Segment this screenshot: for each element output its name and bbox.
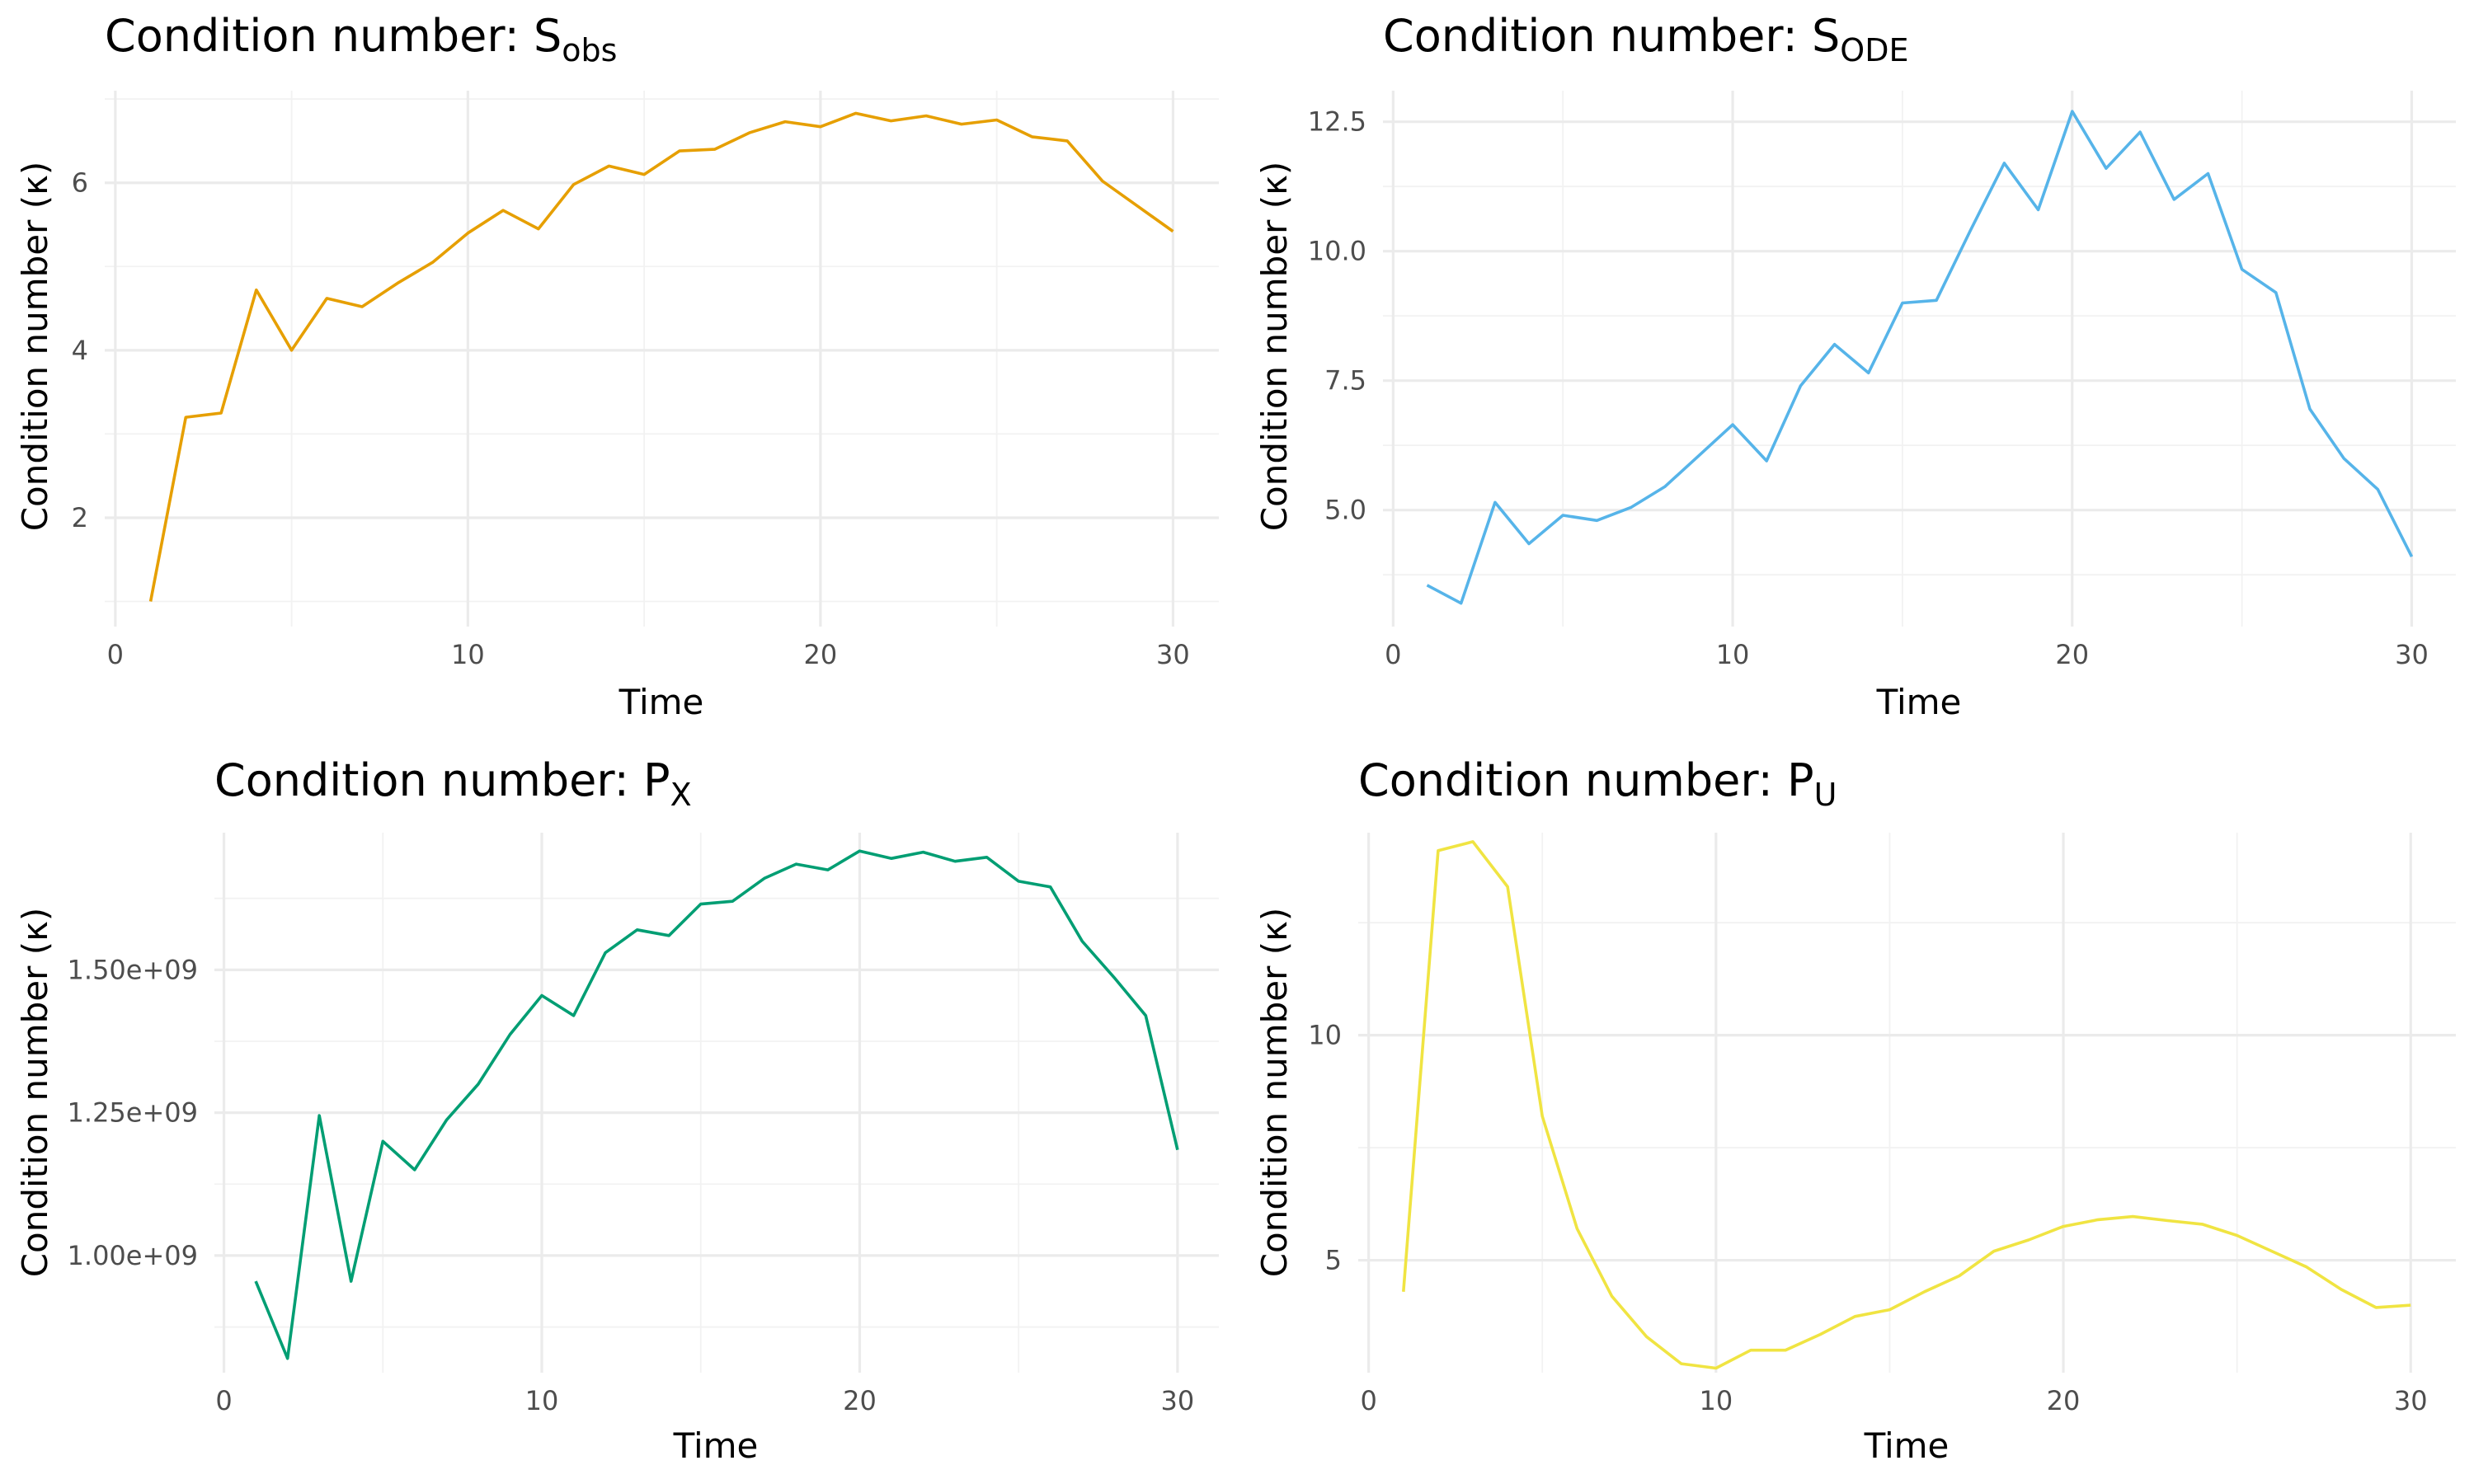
x-tick-label: 30 bbox=[2395, 639, 2429, 670]
panel-title: Condition number: PX bbox=[214, 754, 692, 813]
x-tick-label: 10 bbox=[1699, 1385, 1733, 1416]
y-tick-label: 1.50e+09 bbox=[68, 954, 198, 985]
x-tick-label: 20 bbox=[804, 639, 838, 670]
y-tick-label: 5.0 bbox=[1324, 495, 1366, 526]
x-axis-label: Time bbox=[1864, 1425, 1950, 1466]
x-axis-label: Time bbox=[673, 1425, 759, 1466]
x-tick-label: 10 bbox=[1716, 639, 1750, 670]
plot-area: 0 10 20 30 1.00e+09 1.25e+09 1.50e+09 bbox=[68, 833, 1219, 1416]
x-tick-label: 20 bbox=[2055, 639, 2089, 670]
y-tick-label: 1.00e+09 bbox=[68, 1240, 198, 1271]
x-tick-label: 30 bbox=[2394, 1385, 2428, 1416]
x-tick-label: 0 bbox=[1385, 639, 1401, 670]
y-axis-label: Condition number (κ) bbox=[1254, 162, 1295, 532]
y-tick-label: 2 bbox=[72, 502, 88, 533]
y-tick-label: 7.5 bbox=[1324, 365, 1366, 397]
panel-p-u: Condition number: PU Time Condition numb… bbox=[1254, 754, 2456, 1466]
y-tick-label: 5 bbox=[1325, 1245, 1342, 1276]
y-tick-label: 12.5 bbox=[1308, 106, 1366, 138]
series-line bbox=[1426, 110, 2414, 605]
x-tick-label: 0 bbox=[1360, 1385, 1376, 1416]
y-tick-label: 4 bbox=[72, 335, 88, 366]
panel-title: Condition number: SODE bbox=[1383, 10, 1908, 68]
x-tick-label: 20 bbox=[2047, 1385, 2081, 1416]
x-axis-label: Time bbox=[1876, 682, 1962, 722]
series-line bbox=[148, 111, 1174, 602]
series-line bbox=[1402, 840, 2411, 1370]
y-tick-label: 1.25e+09 bbox=[68, 1097, 198, 1129]
y-tick-label: 6 bbox=[72, 167, 88, 199]
panel-title: Condition number: PU bbox=[1358, 754, 1837, 813]
y-tick-label: 10.0 bbox=[1308, 236, 1366, 267]
y-axis-label: Condition number (κ) bbox=[1254, 908, 1295, 1278]
plot-area: 0 10 20 30 5 10 bbox=[1308, 833, 2456, 1416]
x-tick-label: 0 bbox=[107, 639, 124, 670]
x-axis-label: Time bbox=[618, 682, 704, 722]
x-tick-label: 10 bbox=[451, 639, 485, 670]
plot-area: 0 10 20 30 5.0 7.5 10.0 12.5 bbox=[1308, 91, 2456, 670]
panel-title: Condition number: Sobs bbox=[105, 10, 617, 68]
y-axis-label: Condition number (κ) bbox=[15, 162, 55, 532]
x-tick-label: 0 bbox=[215, 1385, 232, 1416]
plot-area: 0 10 20 30 2 4 6 bbox=[72, 91, 1219, 670]
x-tick-label: 30 bbox=[1161, 1385, 1195, 1416]
y-axis-label: Condition number (κ) bbox=[15, 908, 55, 1278]
x-tick-label: 10 bbox=[525, 1385, 559, 1416]
x-tick-label: 30 bbox=[1156, 639, 1190, 670]
panel-s-ode: Condition number: SODE Time Condition nu… bbox=[1254, 10, 2456, 722]
y-tick-label: 10 bbox=[1308, 1020, 1342, 1051]
x-tick-label: 20 bbox=[843, 1385, 877, 1416]
panel-s-obs: Condition number: Sobs Time Condition nu… bbox=[15, 10, 1219, 722]
panel-p-x: Condition number: PX Time Condition numb… bbox=[15, 754, 1219, 1466]
series-line bbox=[254, 849, 1179, 1360]
